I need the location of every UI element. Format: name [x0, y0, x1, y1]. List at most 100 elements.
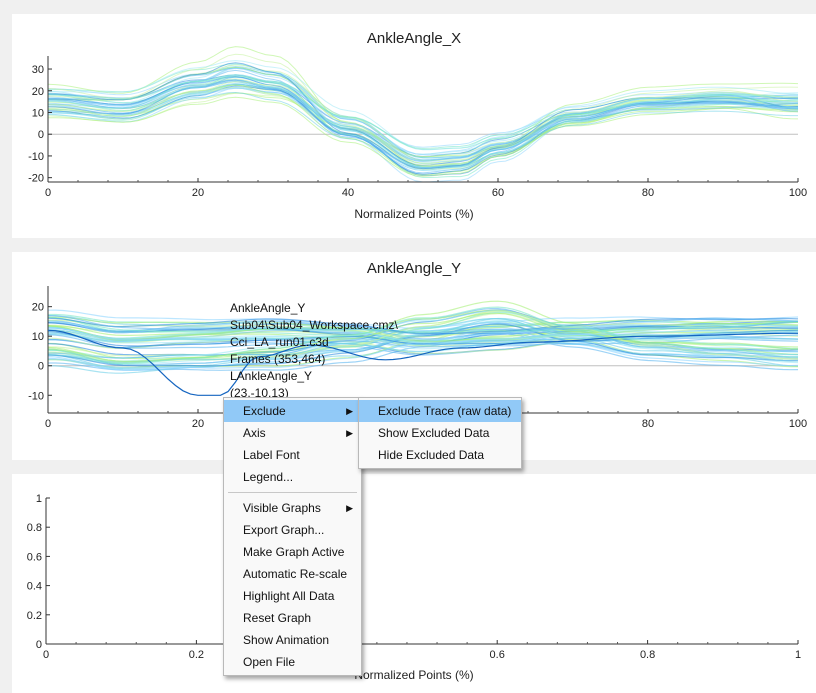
graph-panel-ankle-y[interactable]: AnkleAngle_Y 02040608010020100-10 [12, 252, 816, 460]
y-tick-label: 20 [32, 86, 44, 98]
menu-item-label: Legend... [243, 470, 294, 484]
menu-item-exclude[interactable]: Exclude ▶ [224, 400, 361, 422]
menu-item-reset-graph[interactable]: Reset Graph [224, 607, 361, 629]
menu-item-axis[interactable]: Axis ▶ [224, 422, 361, 444]
menu-item-label: Make Graph Active [243, 545, 345, 559]
menu-item-highlight-all-data[interactable]: Highlight All Data [224, 585, 361, 607]
menu-item-export-graph[interactable]: Export Graph... [224, 519, 361, 541]
menu-item-legend[interactable]: Legend... [224, 466, 361, 488]
y-tick-label: 1 [36, 493, 42, 505]
data-trace [47, 82, 799, 172]
graph-title: AnkleAngle_X [366, 30, 462, 47]
menu-item-label: Exclude [243, 404, 286, 418]
y-tick-label: 0.4 [27, 581, 42, 593]
x-tick-label: 40 [342, 187, 354, 199]
x-tick-label: 100 [789, 418, 807, 430]
tooltip-workspace-path: Sub04\Sub04_Workspace.cmz\ [230, 318, 398, 332]
y-tick-label: 0.8 [27, 522, 42, 534]
data-trace [47, 323, 799, 367]
menu-item-exclude-trace[interactable]: Exclude Trace (raw data) [359, 400, 521, 422]
tooltip-frames: Frames (353,464) [230, 352, 326, 366]
data-trace [47, 317, 799, 340]
data-trace [48, 96, 799, 177]
ankle-y-plot[interactable]: 02040608010020100-10 [12, 252, 816, 460]
y-tick-label: 0.2 [27, 610, 42, 622]
menu-item-label: Show Excluded Data [378, 426, 490, 440]
menu-item-show-animation[interactable]: Show Animation [224, 629, 361, 651]
y-tick-label: 0 [36, 639, 42, 651]
x-tick-label: 0 [45, 418, 51, 430]
data-trace [48, 60, 799, 151]
y-tick-label: 0 [38, 361, 44, 373]
tooltip-signal-name: LAnkleAngle_Y [230, 369, 313, 383]
exclude-submenu: Exclude Trace (raw data) Show Excluded D… [358, 397, 522, 469]
menu-item-label: Axis [243, 426, 266, 440]
graph-panel-ankle-x[interactable]: AnkleAngle_X 0 20 40 60 80 100 30 20 10 0 -10 -20 N… [12, 14, 816, 238]
x-tick-label: 0.2 [189, 649, 204, 661]
menu-separator [228, 492, 357, 493]
tooltip-graph-name: AnkleAngle_Y [230, 301, 306, 315]
submenu-arrow-icon: ▶ [346, 428, 353, 438]
data-trace [47, 306, 799, 365]
data-trace [48, 78, 799, 167]
menu-item-hide-excluded-data[interactable]: Hide Excluded Data [359, 444, 521, 466]
data-trace [47, 76, 799, 169]
menu-item-label: Hide Excluded Data [378, 448, 485, 462]
data-trace [48, 62, 798, 170]
menu-item-label: Show Animation [243, 633, 330, 647]
x-tick-label: 0 [43, 649, 49, 661]
data-trace [47, 317, 799, 335]
data-trace [47, 53, 799, 167]
x-tick-label: 20 [192, 418, 204, 430]
data-trace [47, 74, 799, 163]
y-tick-label: -20 [28, 173, 44, 185]
menu-item-label: Export Graph... [243, 523, 325, 537]
data-trace [47, 67, 799, 161]
menu-item-automatic-rescale[interactable]: Automatic Re-scale [224, 563, 361, 585]
y-tick-label: 0.6 [27, 551, 42, 563]
y-tick-label: -10 [28, 151, 44, 163]
data-trace [47, 322, 798, 371]
x-axis-label: Normalized Points (%) [354, 207, 474, 221]
y-tick-label: 0 [38, 129, 44, 141]
menu-item-label: Visible Graphs [243, 501, 321, 515]
y-tick-label: 30 [32, 64, 44, 76]
menu-item-visible-graphs[interactable]: Visible Graphs ▶ [224, 497, 361, 519]
y-tick-label: 10 [32, 331, 44, 343]
x-tick-label: 80 [642, 187, 654, 199]
tooltip-file-name: Cci_LA_run01.c3d [230, 335, 329, 349]
data-trace [47, 310, 799, 362]
menu-item-open-file[interactable]: Open File [224, 651, 361, 673]
menu-item-show-excluded-data[interactable]: Show Excluded Data [359, 422, 521, 444]
y-tick-label: -10 [28, 390, 44, 402]
data-trace [47, 317, 799, 341]
x-tick-label: 0.8 [640, 649, 655, 661]
data-trace [47, 334, 799, 349]
menu-item-label: Open File [243, 655, 296, 669]
data-trace [47, 315, 799, 334]
x-axis-label: Normalized Points (%) [354, 668, 474, 682]
data-trace [47, 81, 799, 166]
selected-trace [47, 329, 798, 396]
x-tick-label: 20 [192, 187, 204, 199]
menu-item-label: Highlight All Data [243, 589, 335, 603]
y-tick-label: 10 [32, 107, 44, 119]
data-trace [47, 312, 799, 362]
data-trace [47, 84, 798, 176]
data-trace [47, 327, 799, 346]
menu-item-label: Exclude Trace (raw data) [378, 404, 512, 418]
menu-item-label-font[interactable]: Label Font [224, 444, 361, 466]
menu-item-label: Label Font [243, 448, 300, 462]
x-tick-label: 60 [492, 187, 504, 199]
menu-item-make-graph-active[interactable]: Make Graph Active [224, 541, 361, 563]
graph-title: AnkleAngle_Y [366, 260, 462, 277]
data-trace [47, 319, 798, 338]
submenu-arrow-icon: ▶ [346, 503, 353, 513]
data-trace [47, 309, 799, 329]
data-trace [47, 66, 799, 167]
data-trace [47, 79, 799, 162]
tooltip-point-value: (23,-10.13) [230, 386, 289, 400]
